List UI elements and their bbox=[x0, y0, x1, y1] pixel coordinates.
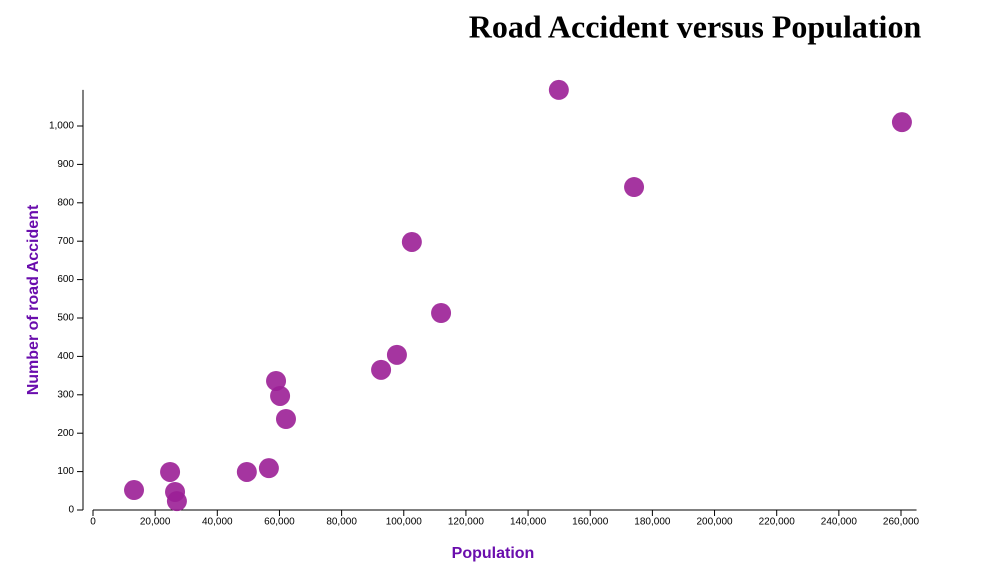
x-tick-label: 180,000 bbox=[634, 517, 671, 528]
y-tick-label: 500 bbox=[57, 313, 74, 324]
x-axis-label: Population bbox=[452, 545, 535, 562]
y-tick-label: 600 bbox=[57, 274, 74, 285]
y-tick-label: 1,000 bbox=[49, 121, 74, 132]
y-axis-label: Number of road Accident bbox=[25, 204, 42, 395]
point bbox=[275, 408, 296, 429]
point bbox=[891, 112, 912, 133]
point bbox=[166, 491, 187, 512]
point bbox=[258, 458, 279, 479]
y-tick-label: 200 bbox=[57, 428, 74, 439]
point bbox=[124, 480, 145, 501]
x-tick-label: 140,000 bbox=[510, 517, 547, 528]
x-tick-label: 40,000 bbox=[202, 517, 233, 528]
point bbox=[371, 359, 392, 380]
x-tick-label: 100,000 bbox=[386, 517, 423, 528]
y-tick-label: 100 bbox=[57, 466, 74, 477]
x-tick-label: 120,000 bbox=[448, 517, 485, 528]
chart-title: Road Accident versus Population bbox=[469, 8, 922, 44]
x-tick-label: 220,000 bbox=[759, 517, 796, 528]
x-tick-label: 20,000 bbox=[140, 517, 171, 528]
point bbox=[431, 303, 452, 324]
x-tick-label: 60,000 bbox=[264, 517, 295, 528]
x-tick-label: 240,000 bbox=[821, 517, 858, 528]
point bbox=[386, 344, 407, 365]
y-tick-label: 400 bbox=[57, 351, 74, 362]
y-tick-label: 900 bbox=[57, 159, 74, 170]
point bbox=[401, 231, 422, 252]
y-tick-label: 800 bbox=[57, 197, 74, 208]
point bbox=[236, 461, 257, 482]
point bbox=[624, 177, 645, 198]
x-tick-label: 200,000 bbox=[696, 517, 733, 528]
point bbox=[266, 370, 287, 391]
y-tick-label: 300 bbox=[57, 389, 74, 400]
point bbox=[548, 79, 569, 100]
point bbox=[270, 385, 291, 406]
point bbox=[160, 461, 181, 482]
x-tick-label: 0 bbox=[90, 517, 96, 528]
x-tick-label: 260,000 bbox=[883, 517, 920, 528]
y-tick-label: 0 bbox=[68, 505, 74, 516]
x-tick-label: 80,000 bbox=[326, 517, 357, 528]
x-tick-label: 160,000 bbox=[572, 517, 609, 528]
y-tick-label: 700 bbox=[57, 236, 74, 247]
